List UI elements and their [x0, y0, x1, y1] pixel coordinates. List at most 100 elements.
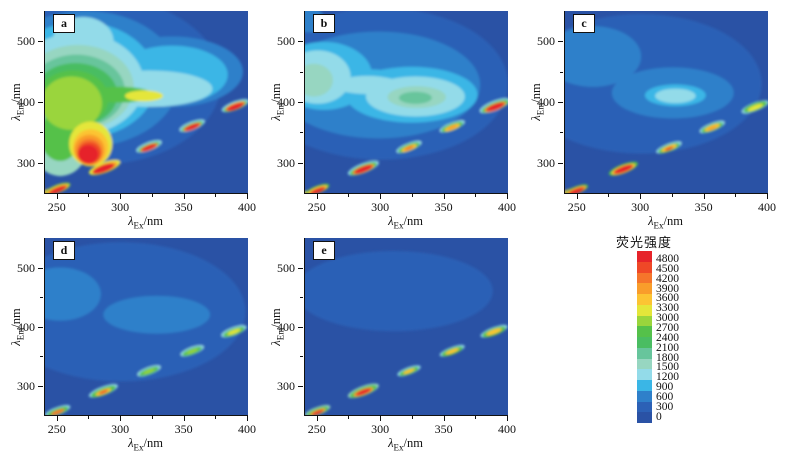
axis-label-symbol: λ — [269, 115, 283, 121]
x-minor-tick — [671, 194, 673, 197]
y-major-tick — [298, 326, 303, 328]
x-major-tick — [183, 194, 185, 199]
x-axis-title: λEx/nm — [44, 436, 247, 453]
axis-label-symbol: λ — [269, 339, 283, 346]
eem-panel-e: e 250 300 350 400 300 400 500 λEx/nm λEm/nm — [269, 238, 516, 453]
colorbar-segment — [637, 251, 652, 262]
contour-blob — [141, 143, 157, 152]
x-major-tick — [767, 194, 768, 199]
x-minor-tick — [151, 416, 153, 419]
x-major-tick — [703, 194, 705, 199]
colorbar-tick-label: 4500 — [656, 262, 679, 275]
axis-label-unit: /nm — [269, 307, 283, 328]
x-major-tick — [247, 194, 248, 199]
contour-blob — [124, 90, 164, 102]
y-major-tick — [38, 385, 43, 387]
y-tick-label: 400 — [277, 95, 295, 109]
x-minor-tick — [411, 194, 413, 197]
x-major-tick — [120, 416, 122, 421]
x-major-tick — [380, 194, 382, 199]
colorbar-segment — [637, 315, 652, 327]
x-axis-title: λEx/nm — [564, 214, 767, 231]
x-tick-label: 300 — [371, 200, 390, 214]
x-major-tick — [56, 416, 58, 421]
axis-label-subscript: Ex — [393, 442, 404, 453]
contour-plot-b — [304, 11, 508, 194]
axis-label-subscript: Ex — [393, 220, 404, 231]
x-tick-label: 300 — [111, 200, 130, 214]
colorbar-tick-label: 2400 — [656, 331, 679, 344]
y-tick-label: 400 — [17, 319, 35, 334]
y-tick-label: 300 — [277, 155, 295, 170]
x-minor-tick — [608, 194, 610, 197]
contour-blob — [227, 328, 241, 335]
panel-label-e: e — [313, 241, 335, 260]
contour-blob — [143, 368, 155, 374]
y-minor-tick — [300, 71, 303, 73]
y-major-tick — [298, 41, 303, 43]
contour-blob — [49, 185, 67, 193]
y-major-tick — [38, 267, 43, 269]
x-major-tick — [576, 194, 578, 199]
axis-label-unit: /nm — [269, 83, 283, 103]
colorbar-tick-label: 3300 — [656, 302, 679, 315]
colorbar-gradient — [637, 251, 652, 423]
y-axis-title: λEm/nm — [269, 62, 286, 142]
colorbar-segment — [637, 337, 652, 348]
contour-blob — [51, 408, 65, 415]
contour-blob — [355, 388, 372, 396]
contour-blob — [305, 250, 493, 332]
axis-label-symbol: λ — [388, 436, 394, 450]
y-tick-label: 500 — [17, 260, 35, 275]
y-minor-tick — [40, 132, 43, 134]
x-major-tick — [183, 416, 185, 421]
colorbar-segment — [637, 390, 652, 402]
axis-label-unit: /nm — [9, 307, 23, 328]
axis-label-symbol: λ — [9, 115, 23, 121]
x-major-tick — [56, 194, 58, 199]
x-tick-label: 300 — [111, 422, 130, 436]
x-major-tick — [640, 194, 642, 199]
axis-label-subscript: Em — [275, 327, 286, 340]
x-axis-title: λEx/nm — [304, 214, 507, 231]
x-major-tick — [443, 416, 445, 421]
axis-label-unit: /nm — [143, 214, 163, 228]
x-major-tick — [507, 416, 508, 421]
y-tick-label: 500 — [537, 34, 555, 49]
x-major-tick — [120, 194, 122, 199]
contour-blob — [404, 145, 414, 151]
axis-label-symbol: λ — [128, 214, 134, 228]
x-tick-label: 400 — [758, 200, 776, 214]
x-minor-tick — [215, 416, 217, 419]
contour-blob — [311, 409, 324, 415]
y-major-tick — [558, 102, 563, 103]
y-minor-tick — [300, 297, 303, 298]
contour-blob — [226, 102, 244, 112]
y-major-tick — [298, 267, 303, 269]
contour-blob — [334, 75, 401, 95]
x-minor-tick — [88, 416, 90, 419]
colorbar-tick-label: 2700 — [656, 321, 679, 334]
axis-label-subscript: Em — [15, 102, 26, 116]
y-tick-label: 300 — [17, 155, 35, 170]
contour-blob — [45, 267, 101, 321]
axis-label-unit: /nm — [403, 214, 423, 228]
contour-blob — [613, 164, 634, 174]
colorbar-segment — [637, 380, 652, 391]
x-tick-label: 350 — [434, 200, 453, 214]
colorbar-segment — [637, 412, 652, 423]
axis-label-unit: /nm — [9, 83, 23, 103]
panel-label-a: a — [53, 14, 75, 33]
y-axis-title: λEm/nm — [269, 287, 286, 367]
colorbar-segment — [637, 283, 652, 294]
y-major-tick — [38, 326, 43, 328]
axis-label-symbol: λ — [529, 115, 543, 121]
y-tick-label: 400 — [537, 95, 555, 109]
x-minor-tick — [151, 194, 153, 197]
colorbar-tick-label: 900 — [656, 381, 674, 394]
contour-blob — [92, 163, 115, 174]
eem-panel-b: b 250 300 350 400 300 400 500 λEx/nm λEm/nm — [269, 11, 516, 231]
colorbar-title: 荧光强度 — [615, 235, 672, 250]
colorbar-segment — [637, 272, 652, 284]
y-tick-label: 500 — [277, 260, 295, 275]
